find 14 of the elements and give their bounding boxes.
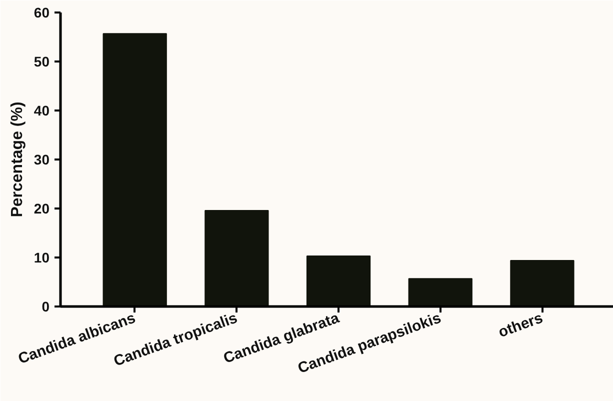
bar — [204, 210, 269, 306]
x-tick-label: others — [496, 310, 546, 342]
y-tick-label: 40 — [34, 102, 50, 118]
bar — [510, 260, 574, 306]
y-axis-title: Percentage (%) — [8, 102, 26, 218]
y-tick-label: 0 — [42, 298, 50, 314]
y-tick-label: 10 — [34, 250, 50, 266]
y-tick-label: 60 — [34, 4, 50, 20]
y-tick-label: 30 — [34, 152, 50, 168]
bar — [408, 278, 472, 306]
bar — [306, 256, 371, 306]
y-tick-label: 20 — [34, 200, 50, 216]
y-tick-label: 50 — [34, 54, 50, 70]
bar — [102, 33, 167, 306]
